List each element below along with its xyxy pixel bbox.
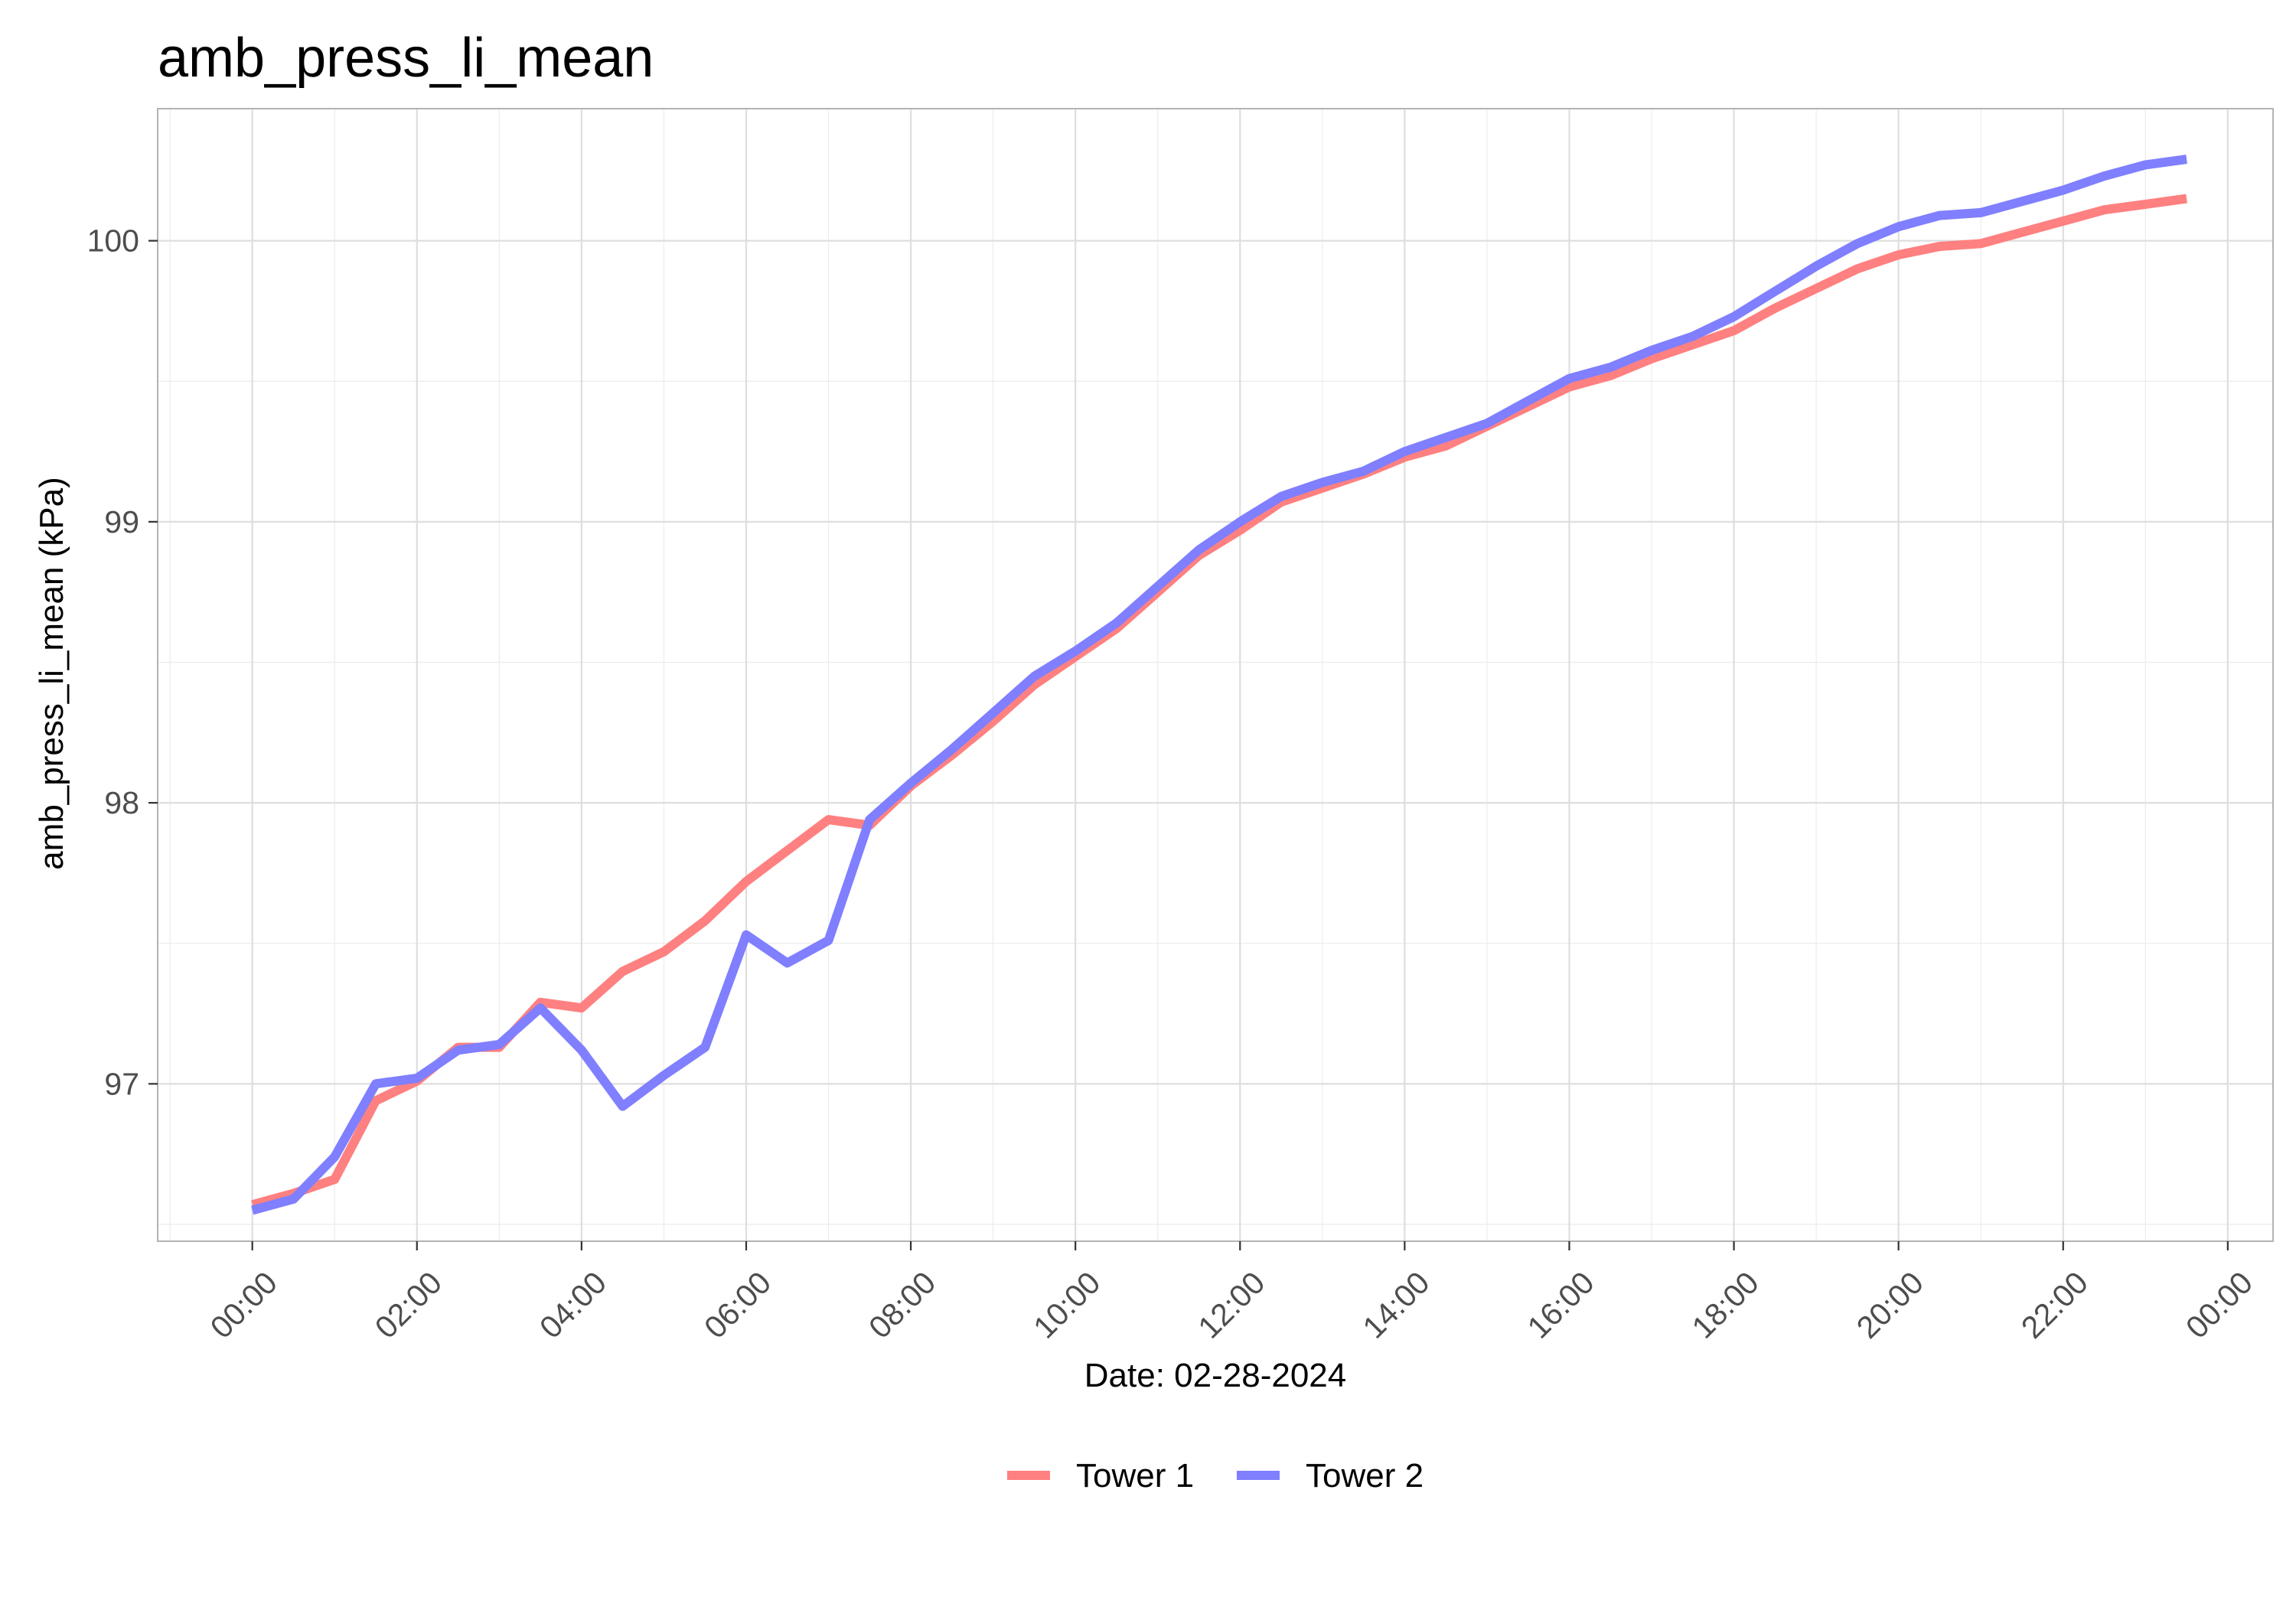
panel-border	[157, 108, 2274, 1242]
y-axis-title: amb_press_li_mean (kPa)	[33, 477, 70, 870]
chart-title: amb_press_li_mean	[158, 28, 654, 89]
x-tick-label: 14:00	[1356, 1265, 1437, 1345]
x-axis: 00:00 02:00 04:00 06:00 08:00 10:00 12:00 14:00…	[204, 1241, 2259, 1345]
x-tick-label: 18:00	[1685, 1265, 1766, 1345]
plot-panel	[157, 108, 2274, 1242]
y-tick-label: 97	[104, 1066, 139, 1101]
legend-label-tower-1: Tower 1	[1076, 1457, 1194, 1495]
legend-label-tower-2: Tower 2	[1306, 1457, 1424, 1495]
major-gridlines	[158, 109, 2273, 1241]
series-line-tower-2	[251, 155, 2187, 1215]
x-tick-label: 08:00	[862, 1265, 942, 1345]
x-tick-label: 22:00	[2014, 1265, 2095, 1345]
y-axis: 97 98 99 100	[87, 223, 158, 1101]
x-tick-label: 06:00	[697, 1265, 778, 1345]
legend: Tower 1 Tower 2	[1007, 1457, 1424, 1495]
x-tick-label: 16:00	[1521, 1265, 1601, 1345]
y-tick-label: 99	[104, 504, 139, 539]
x-tick-label: 04:00	[533, 1265, 613, 1345]
series-line-tower-1	[251, 194, 2187, 1210]
x-tick-label: 00:00	[204, 1265, 284, 1345]
x-tick-label: 02:00	[368, 1265, 448, 1345]
minor-gridlines	[158, 109, 2273, 1241]
series-layer	[251, 155, 2187, 1215]
y-tick-label: 100	[87, 223, 139, 259]
y-tick-label: 98	[104, 785, 139, 820]
x-tick-label: 10:00	[1026, 1265, 1107, 1345]
x-tick-label: 00:00	[2179, 1265, 2259, 1345]
x-tick-label: 20:00	[1850, 1265, 1930, 1345]
x-axis-title: Date: 02-28-2024	[1084, 1357, 1346, 1394]
x-tick-label: 12:00	[1191, 1265, 1271, 1345]
